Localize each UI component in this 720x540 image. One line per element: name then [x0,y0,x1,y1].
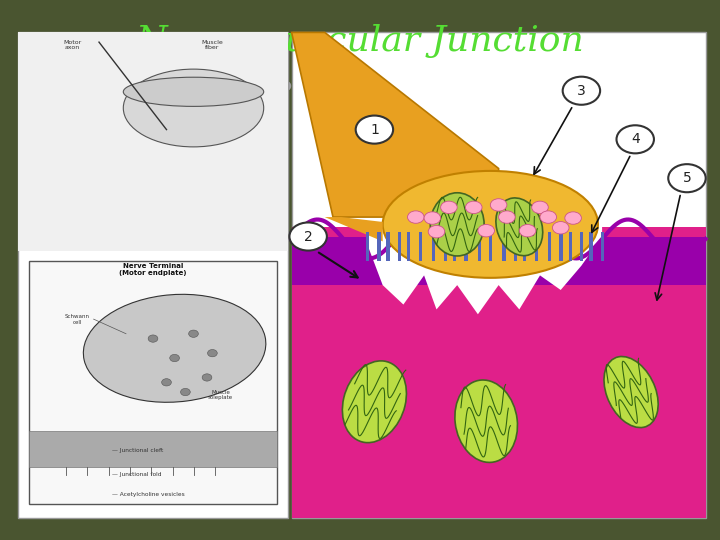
Text: — Junctional fold: — Junctional fold [112,472,162,477]
Ellipse shape [123,77,264,106]
FancyBboxPatch shape [408,232,410,261]
Text: Muscle
soleplate: Muscle soleplate [208,390,233,401]
Circle shape [441,201,457,213]
Circle shape [181,388,190,396]
Circle shape [540,211,557,223]
Circle shape [189,330,199,338]
FancyBboxPatch shape [387,232,390,261]
FancyBboxPatch shape [503,232,505,261]
Circle shape [428,226,445,238]
FancyBboxPatch shape [18,32,288,518]
Circle shape [531,201,549,213]
Text: 3: 3 [577,84,586,98]
FancyBboxPatch shape [292,32,706,518]
FancyBboxPatch shape [590,232,593,261]
Circle shape [424,212,441,224]
FancyBboxPatch shape [523,232,526,261]
Text: Muscle
fiber: Muscle fiber [202,40,223,51]
Circle shape [170,354,179,362]
Circle shape [408,211,424,223]
Text: 4: 4 [631,132,639,146]
Text: R, 5: mitochondrion: R, 5: mitochondrion [328,159,505,177]
Circle shape [563,77,600,105]
FancyBboxPatch shape [569,232,572,261]
Circle shape [148,335,158,342]
FancyBboxPatch shape [432,232,436,261]
FancyBboxPatch shape [29,261,277,504]
Text: 5: 5 [683,171,691,185]
Circle shape [356,116,393,144]
FancyBboxPatch shape [419,232,422,261]
Ellipse shape [343,361,406,443]
FancyBboxPatch shape [601,232,604,261]
Circle shape [289,222,327,251]
Text: Nerve Terminal
(Motor endplate): Nerve Terminal (Motor endplate) [120,263,186,276]
FancyBboxPatch shape [444,232,447,261]
Circle shape [478,225,495,237]
Ellipse shape [84,294,266,402]
FancyBboxPatch shape [18,32,288,251]
Circle shape [552,221,569,234]
FancyBboxPatch shape [464,232,467,261]
FancyBboxPatch shape [377,232,381,261]
Text: Motor
axon: Motor axon [63,40,81,51]
Ellipse shape [431,193,484,256]
Text: N: N [313,159,327,177]
Circle shape [202,374,212,381]
Ellipse shape [496,198,543,255]
Circle shape [519,225,536,237]
FancyBboxPatch shape [477,232,481,261]
Circle shape [616,125,654,153]
Ellipse shape [604,356,658,428]
Circle shape [161,379,171,386]
Circle shape [490,199,507,211]
Text: 1: Cholinergic motor neurone, 2:: 1: Cholinergic motor neurone, 2: [313,84,607,102]
FancyBboxPatch shape [559,232,563,261]
FancyBboxPatch shape [292,237,706,285]
Circle shape [498,211,516,223]
Polygon shape [325,217,383,241]
Polygon shape [366,178,602,314]
Text: — Junctional cleft: — Junctional cleft [112,448,163,453]
FancyBboxPatch shape [534,232,538,261]
FancyBboxPatch shape [453,232,456,261]
Circle shape [207,349,217,357]
FancyBboxPatch shape [489,232,492,261]
Text: 1: 1 [370,123,379,137]
FancyBboxPatch shape [398,232,401,261]
Text: ●: ● [281,78,292,91]
Text: M: M [320,171,332,185]
Circle shape [466,201,482,213]
FancyBboxPatch shape [29,431,277,467]
Text: 2: 2 [304,230,312,244]
Text: Schwann
cell: Schwann cell [65,314,90,325]
FancyBboxPatch shape [292,227,706,518]
Ellipse shape [383,171,598,278]
Text: — Acetylcholine vesicles: — Acetylcholine vesicles [112,491,185,497]
FancyBboxPatch shape [548,232,552,261]
Ellipse shape [123,69,264,147]
FancyBboxPatch shape [366,232,369,261]
Polygon shape [292,32,498,217]
FancyBboxPatch shape [514,232,517,261]
Text: Neuromuscular Junction: Neuromuscular Junction [135,24,585,58]
Text: motor end-plate,  3: vesicles,  4:: motor end-plate, 3: vesicles, 4: [313,122,606,139]
FancyBboxPatch shape [580,232,583,261]
Circle shape [668,164,706,192]
Ellipse shape [455,380,518,462]
Circle shape [565,212,582,224]
